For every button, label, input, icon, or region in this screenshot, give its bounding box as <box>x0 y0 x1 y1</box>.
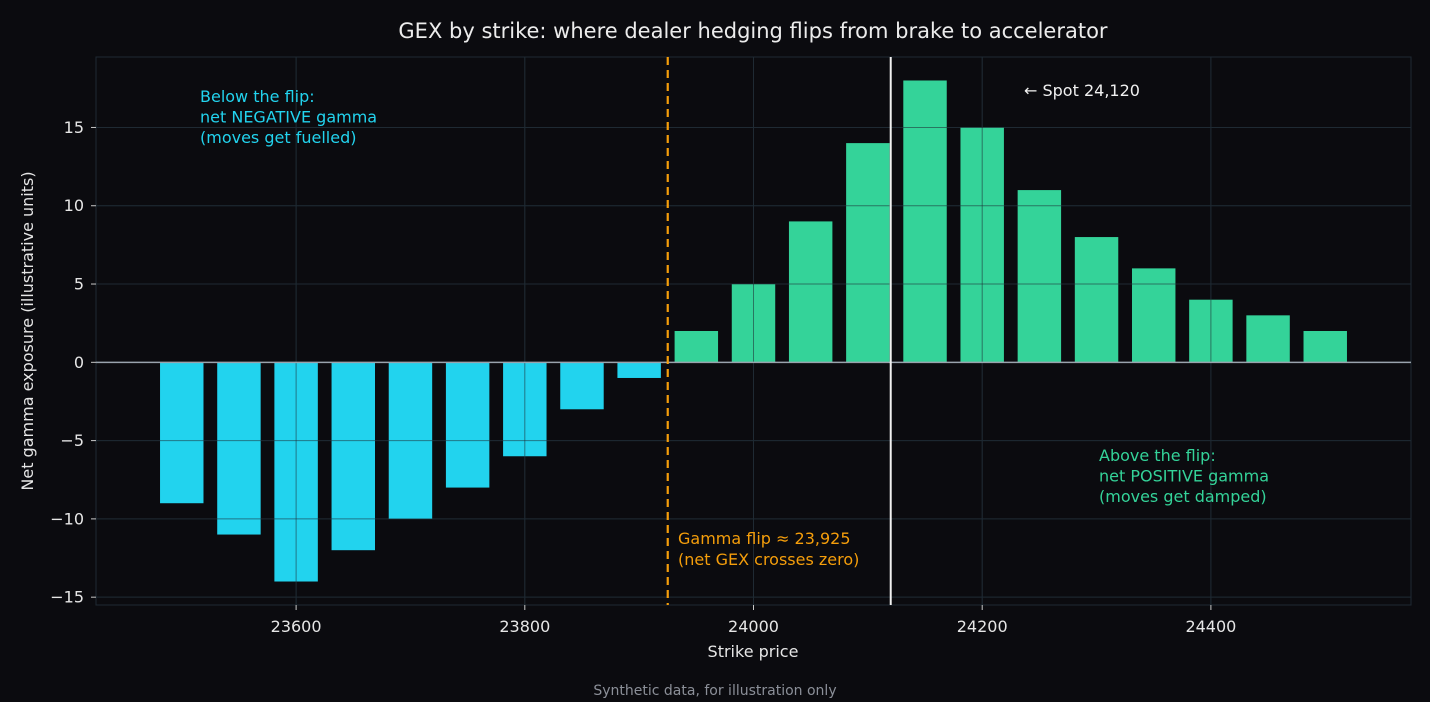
bar-negative <box>331 362 376 551</box>
bar-positive <box>903 80 947 363</box>
annotation-negative-line-3: (moves get fuelled) <box>200 128 356 147</box>
y-tick-label: 5 <box>74 275 84 294</box>
bar-negative <box>560 362 604 410</box>
annotation-positive-line-1: Above the flip: <box>1099 446 1216 465</box>
bar-positive <box>1131 268 1176 363</box>
footnote: Synthetic data, for illustration only <box>593 683 836 699</box>
bar-negative <box>160 362 204 504</box>
annotation-gamma-flip-line-1: Gamma flip ≈ 23,925 <box>678 529 851 548</box>
bar-positive <box>788 221 833 363</box>
bar-positive <box>846 143 890 363</box>
bar-positive <box>1303 331 1347 363</box>
y-tick-label: −10 <box>50 509 84 528</box>
x-axis-label: Strike price <box>708 642 799 661</box>
bar-positive <box>1017 190 1062 363</box>
annotation-negative: Below the flip: net NEGATIVE gamma (move… <box>200 87 382 147</box>
x-tick-label: 23600 <box>271 617 322 636</box>
bar-positive <box>1246 315 1290 363</box>
reference-lines <box>96 57 1411 605</box>
bar-negative <box>445 362 490 488</box>
tick-labels: −15 −10 −5 0 5 10 15 23600 23800 24000 24200 24400 <box>50 118 1236 636</box>
chart-title: GEX by strike: where dealer hedging flip… <box>398 19 1108 43</box>
x-tick-label: 24000 <box>728 617 779 636</box>
y-axis-label: Net gamma exposure (illustrative units) <box>18 171 37 490</box>
bar-negative <box>617 362 661 378</box>
annotation-positive-line-2: net POSITIVE gamma <box>1099 467 1269 486</box>
bar-positive <box>1074 237 1119 363</box>
annotation-negative-line-2: net NEGATIVE gamma <box>200 108 377 127</box>
annotation-spot: ← Spot 24,120 <box>1024 81 1140 100</box>
y-tick-label: −15 <box>50 588 84 607</box>
annotation-gamma-flip-line-2: (net GEX crosses zero) <box>678 550 859 569</box>
annotation-positive: Above the flip: net POSITIVE gamma (move… <box>1099 446 1274 506</box>
bar-positive <box>674 331 719 363</box>
x-tick-label: 24400 <box>1185 617 1236 636</box>
annotation-negative-line-1: Below the flip: <box>200 87 315 106</box>
y-tick-label: 0 <box>74 353 84 372</box>
annotation-positive-line-3: (moves get damped) <box>1099 487 1267 506</box>
y-tick-label: 10 <box>64 196 84 215</box>
y-tick-label: −5 <box>60 431 84 450</box>
x-tick-label: 24200 <box>957 617 1008 636</box>
x-tick-label: 23800 <box>499 617 550 636</box>
bar-negative <box>217 362 261 535</box>
annotation-gamma-flip: Gamma flip ≈ 23,925 (net GEX crosses zer… <box>678 529 859 569</box>
y-tick-label: 15 <box>64 118 84 137</box>
